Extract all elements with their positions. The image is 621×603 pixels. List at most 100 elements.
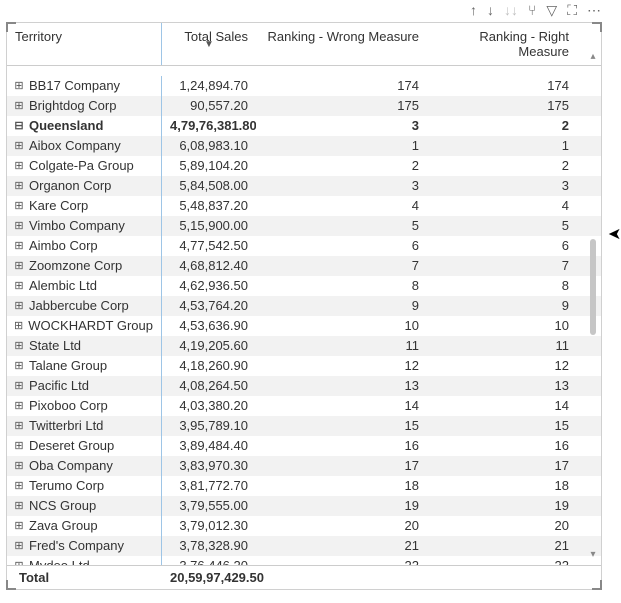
collapse-icon[interactable]: ⊟ — [13, 116, 25, 136]
row-territory-cell[interactable]: ⊞Aibox Company — [7, 136, 162, 156]
row-territory-cell[interactable]: ⊞Oba Company — [7, 456, 162, 476]
header-ranking-wrong[interactable]: Ranking - Wrong Measure — [257, 23, 427, 65]
drill-down-icon[interactable]: ↓ — [487, 2, 494, 19]
drill-up-icon[interactable]: ↑ — [470, 2, 477, 19]
matrix-child-row[interactable]: ⊞Kare Corp5,48,837.2044 — [7, 196, 601, 216]
more-options-icon[interactable]: ⋯ — [587, 2, 601, 19]
row-territory-cell[interactable]: ⊟Queensland — [7, 116, 162, 136]
row-territory-cell[interactable]: ⊞Pacific Ltd — [7, 376, 162, 396]
expand-icon[interactable]: ⊞ — [13, 296, 25, 316]
vertical-scrollbar[interactable]: ▴ ▾ — [587, 51, 599, 561]
scroll-up-icon[interactable]: ▴ — [587, 51, 599, 63]
matrix-child-row[interactable]: ⊞Alembic Ltd4,62,936.5088 — [7, 276, 601, 296]
matrix-child-row[interactable]: ⊞Talane Group4,18,260.901212 — [7, 356, 601, 376]
expand-icon[interactable]: ⊞ — [13, 396, 25, 416]
row-territory-cell[interactable]: ⊞Mydeo Ltd — [7, 556, 162, 565]
matrix-child-row[interactable]: ⊞Organon Corp5,84,508.0033 — [7, 176, 601, 196]
scroll-down-icon[interactable]: ▾ — [587, 549, 599, 561]
row-territory-cell[interactable]: ⊞Zava Group — [7, 516, 162, 536]
expand-icon[interactable]: ⊞ — [13, 476, 25, 496]
header-ranking-right[interactable]: Ranking - Right Measure — [427, 23, 583, 65]
resize-handle-bl[interactable] — [6, 580, 16, 590]
matrix-child-row[interactable]: ⊞Fred's Company3,78,328.902121 — [7, 536, 601, 556]
row-sales-cell: 3,78,328.90 — [162, 536, 257, 556]
row-territory-cell[interactable]: ⊞Kare Corp — [7, 196, 162, 216]
expand-icon[interactable]: ⊞ — [13, 236, 25, 256]
row-territory-cell[interactable]: ⊞State Ltd — [7, 336, 162, 356]
expand-icon[interactable]: ⊞ — [13, 416, 25, 436]
expand-icon[interactable]: ⊞ — [13, 276, 25, 296]
matrix-child-row[interactable]: ⊞Zava Group3,79,012.302020 — [7, 516, 601, 536]
matrix-child-row[interactable]: ⊞BB17 Company1,24,894.70174174 — [7, 76, 601, 96]
matrix-child-row[interactable]: ⊞Aibox Company6,08,983.1011 — [7, 136, 601, 156]
matrix-child-row[interactable]: ⊞NCS Group3,79,555.001919 — [7, 496, 601, 516]
row-territory-cell[interactable]: ⊞Zoomzone Corp — [7, 256, 162, 276]
row-territory-cell[interactable]: ⊞WOCKHARDT Group — [7, 316, 162, 336]
expand-icon[interactable]: ⊞ — [13, 136, 25, 156]
row-territory-cell[interactable]: ⊞Alembic Ltd — [7, 276, 162, 296]
row-territory-cell[interactable]: ⊞Talane Group — [7, 356, 162, 376]
row-wrong-rank-cell: 2 — [257, 156, 427, 176]
matrix-child-row[interactable]: ⊞Terumo Corp3,81,772.701818 — [7, 476, 601, 496]
expand-icon[interactable]: ⊞ — [13, 316, 24, 336]
matrix-child-row[interactable]: ⊞Pixoboo Corp4,03,380.201414 — [7, 396, 601, 416]
row-right-rank-cell: 21 — [427, 536, 583, 556]
matrix-child-row[interactable]: ⊞Aldi Ltd1,50,190.50173173 — [7, 66, 601, 76]
expand-icon[interactable]: ⊞ — [13, 516, 25, 536]
matrix-child-row[interactable]: ⊞Colgate-Pa Group5,89,104.2022 — [7, 156, 601, 176]
row-territory-cell[interactable]: ⊞Aimbo Corp — [7, 236, 162, 256]
matrix-child-row[interactable]: ⊞Brightdog Corp90,557.20175175 — [7, 96, 601, 116]
expand-icon[interactable]: ⊞ — [13, 376, 25, 396]
matrix-child-row[interactable]: ⊞WOCKHARDT Group4,53,636.901010 — [7, 316, 601, 336]
row-territory-cell[interactable]: ⊞Vimbo Company — [7, 216, 162, 236]
header-total-sales[interactable]: Total Sales ▼ — [162, 23, 257, 65]
row-territory-cell[interactable]: ⊞Fred's Company — [7, 536, 162, 556]
expand-icon[interactable]: ⊞ — [13, 496, 25, 516]
header-territory[interactable]: Territory — [7, 23, 162, 65]
matrix-child-row[interactable]: ⊞Pacific Ltd4,08,264.501313 — [7, 376, 601, 396]
matrix-child-row[interactable]: ⊞Aimbo Corp4,77,542.5066 — [7, 236, 601, 256]
expand-hierarchy-icon[interactable]: ⑂ — [528, 2, 536, 19]
expand-icon[interactable]: ⊞ — [13, 436, 25, 456]
scroll-track[interactable] — [590, 65, 596, 547]
row-territory-cell[interactable]: ⊞NCS Group — [7, 496, 162, 516]
scroll-thumb[interactable] — [590, 239, 596, 335]
row-territory-cell[interactable]: ⊞Twitterbri Ltd — [7, 416, 162, 436]
resize-handle-br[interactable] — [592, 580, 602, 590]
focus-mode-icon[interactable]: ⛶ — [567, 2, 577, 19]
expand-icon[interactable]: ⊞ — [13, 356, 25, 376]
expand-icon[interactable]: ⊞ — [13, 96, 25, 116]
matrix-child-row[interactable]: ⊞Twitterbri Ltd3,95,789.101515 — [7, 416, 601, 436]
matrix-child-row[interactable]: ⊞Jabbercube Corp4,53,764.2099 — [7, 296, 601, 316]
matrix-child-row[interactable]: ⊞Deseret Group3,89,484.401616 — [7, 436, 601, 456]
drill-all-icon[interactable]: ↓↓ — [504, 2, 518, 19]
row-right-rank-cell: 15 — [427, 416, 583, 436]
expand-icon[interactable]: ⊞ — [13, 556, 25, 565]
expand-icon[interactable]: ⊞ — [13, 156, 25, 176]
row-territory-cell[interactable]: ⊞Pixoboo Corp — [7, 396, 162, 416]
expand-icon[interactable]: ⊞ — [13, 336, 25, 356]
row-territory-cell[interactable]: ⊞Colgate-Pa Group — [7, 156, 162, 176]
filter-icon[interactable]: ▽ — [546, 2, 557, 19]
expand-icon[interactable]: ⊞ — [13, 216, 25, 236]
row-territory-cell[interactable]: ⊞Organon Corp — [7, 176, 162, 196]
expand-icon[interactable]: ⊞ — [13, 256, 25, 276]
expand-icon[interactable]: ⊞ — [13, 196, 25, 216]
total-label: Total — [7, 566, 162, 589]
matrix-child-row[interactable]: ⊞Mydeo Ltd3,76,446.202222 — [7, 556, 601, 565]
matrix-child-row[interactable]: ⊞Vimbo Company5,15,900.0055 — [7, 216, 601, 236]
matrix-parent-row[interactable]: ⊟Queensland4,79,76,381.8032 — [7, 116, 601, 136]
row-territory-cell[interactable]: ⊞BB17 Company — [7, 76, 162, 96]
expand-icon[interactable]: ⊞ — [13, 176, 25, 196]
resize-handle-tr[interactable] — [592, 22, 602, 32]
expand-icon[interactable]: ⊞ — [13, 536, 25, 556]
matrix-child-row[interactable]: ⊞Zoomzone Corp4,68,812.4077 — [7, 256, 601, 276]
row-territory-cell[interactable]: ⊞Terumo Corp — [7, 476, 162, 496]
matrix-child-row[interactable]: ⊞Oba Company3,83,970.301717 — [7, 456, 601, 476]
row-territory-cell[interactable]: ⊞Jabbercube Corp — [7, 296, 162, 316]
expand-icon[interactable]: ⊞ — [13, 76, 25, 96]
row-territory-cell[interactable]: ⊞Deseret Group — [7, 436, 162, 456]
expand-icon[interactable]: ⊞ — [13, 456, 25, 476]
row-territory-cell[interactable]: ⊞Brightdog Corp — [7, 96, 162, 116]
matrix-child-row[interactable]: ⊞State Ltd4,19,205.601111 — [7, 336, 601, 356]
